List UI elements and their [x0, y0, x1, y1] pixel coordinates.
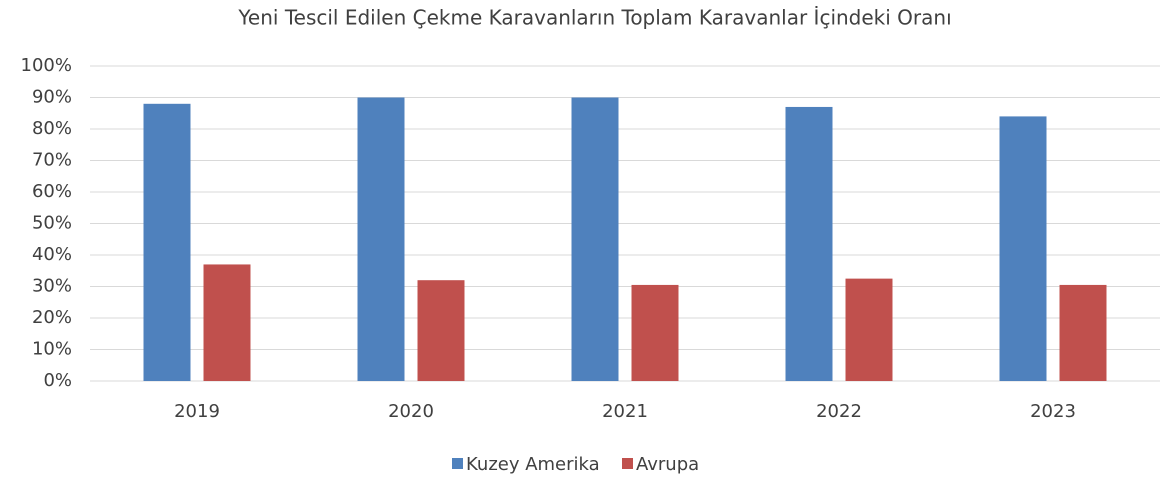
x-tick-label: 2020	[388, 401, 434, 422]
bar	[203, 264, 251, 381]
y-tick-label: 30%	[32, 276, 72, 297]
x-tick-label: 2021	[602, 401, 648, 422]
bar	[417, 280, 465, 381]
chart-title: Yeni Tescil Edilen Çekme Karavanların To…	[237, 6, 951, 30]
y-tick-label: 50%	[32, 213, 72, 234]
legend-swatch	[622, 458, 633, 469]
x-tick-label: 2022	[816, 401, 862, 422]
y-tick-label: 90%	[32, 87, 72, 108]
y-tick-label: 0%	[43, 370, 72, 391]
legend-label: Kuzey Amerika	[466, 454, 600, 475]
x-tick-label: 2019	[174, 401, 220, 422]
legend-label: Avrupa	[636, 454, 699, 475]
bar	[999, 116, 1047, 382]
bar	[571, 97, 619, 381]
bar	[631, 284, 679, 381]
y-tick-label: 100%	[21, 55, 72, 76]
bar	[785, 106, 833, 381]
y-tick-label: 80%	[32, 118, 72, 139]
y-tick-label: 40%	[32, 244, 72, 265]
y-tick-label: 10%	[32, 339, 72, 360]
y-tick-label: 70%	[32, 150, 72, 171]
x-tick-label: 2023	[1030, 401, 1076, 422]
legend-swatch	[452, 458, 463, 469]
y-tick-label: 20%	[32, 307, 72, 328]
bar	[1059, 284, 1107, 381]
y-tick-label: 60%	[32, 181, 72, 202]
bar	[143, 103, 191, 382]
bar	[357, 97, 405, 381]
bar	[845, 278, 893, 381]
